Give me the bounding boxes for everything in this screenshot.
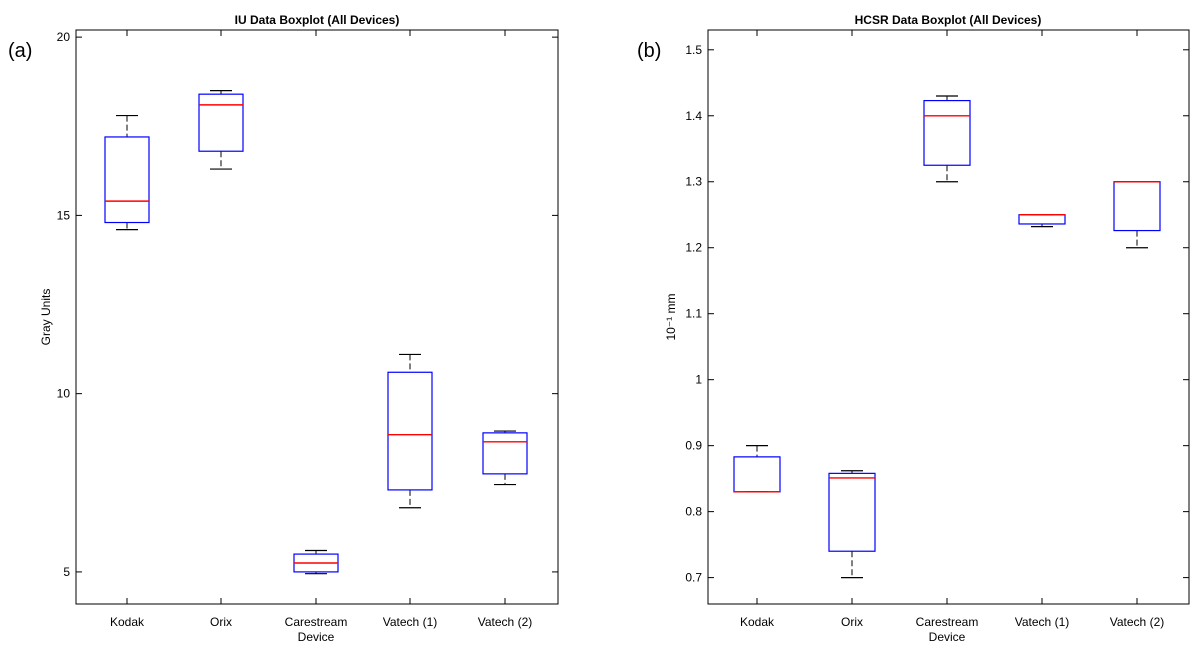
y-tick-label: 15 [57, 208, 71, 222]
iqr-box [104, 136, 150, 224]
chart-hcsr: HCSR Data Boxplot (All Devices) 0.7 0.8 0.9… [664, 13, 1190, 644]
x-tick-label: Kodak [740, 615, 775, 629]
iqr-box [387, 371, 433, 491]
chart-title: HCSR Data Boxplot (All Devices) [855, 13, 1042, 27]
y-tick-label: 10 [57, 387, 71, 401]
box-2 [198, 90, 244, 170]
iqr-box [1113, 181, 1161, 232]
box-5 [482, 430, 528, 486]
y-tick-label: 0.7 [685, 571, 702, 585]
panel-label-a: (a) [8, 40, 33, 62]
y-tick-label: 1.2 [685, 241, 702, 255]
box-1 [733, 445, 781, 493]
x-tick-label: Orix [210, 615, 232, 629]
box-5 [1113, 181, 1161, 249]
iqr-box [1018, 214, 1066, 225]
box-3 [293, 549, 339, 575]
y-tick-label: 20 [57, 30, 71, 44]
panel-label-b: (b) [637, 40, 662, 62]
chart-iu: IU Data Boxplot (All Devices) 5 10 15 20 Gray… [39, 13, 559, 644]
iqr-box [733, 456, 781, 493]
x-tick-label: Orix [841, 615, 863, 629]
y-tick-label: 1.5 [685, 43, 702, 57]
y-tick-label: 0.8 [685, 505, 702, 519]
y-tick-label: 1.3 [685, 175, 702, 189]
y-tick-label: 1.1 [685, 307, 702, 321]
x-tick-label: Carestream [285, 615, 348, 629]
x-tick-label: Carestream [916, 615, 979, 629]
box-2 [828, 470, 876, 579]
x-axis-label: Device [929, 630, 966, 644]
box-4 [1018, 214, 1066, 228]
iqr-box [482, 432, 528, 475]
iqr-box [828, 472, 876, 552]
y-tick-label: 1.4 [685, 109, 702, 123]
chart-title: IU Data Boxplot (All Devices) [235, 13, 400, 27]
x-tick-label: Vatech (2) [1110, 615, 1164, 629]
x-tick-label: Vatech (1) [383, 615, 437, 629]
x-axis-label: Device [298, 630, 335, 644]
x-tick-label: Vatech (1) [1015, 615, 1069, 629]
iqr-box [198, 93, 244, 152]
box-4 [387, 353, 433, 509]
iqr-box [923, 99, 971, 166]
plot-area-frame [75, 29, 559, 605]
x-tick-label: Vatech (2) [478, 615, 532, 629]
box-1 [104, 114, 150, 231]
y-tick-label: 0.9 [685, 439, 702, 453]
plot-area-frame [707, 29, 1190, 605]
y-axis-label: Gray Units [39, 289, 53, 346]
x-tick-label: Kodak [110, 615, 145, 629]
y-tick-label: 5 [63, 565, 70, 579]
box-3 [923, 95, 971, 183]
y-tick-label: 1 [695, 373, 702, 387]
y-axis-label: 10⁻¹ mm [664, 293, 678, 340]
